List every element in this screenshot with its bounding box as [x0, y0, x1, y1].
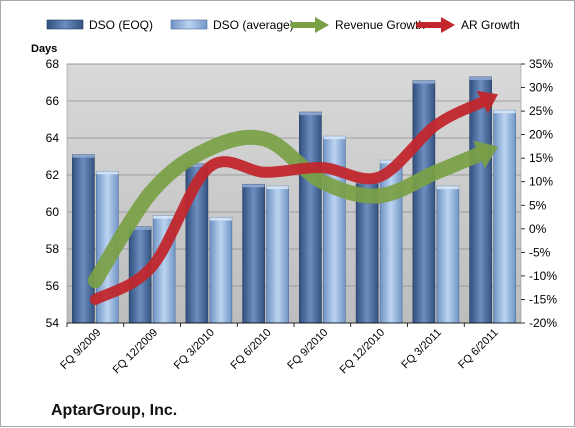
bar-top-highlight: [242, 184, 265, 188]
bar-dso-eoq: [412, 80, 436, 324]
y2-tick-label: 5%: [529, 198, 547, 212]
x-tick-label: FQ 3/2010: [172, 327, 217, 372]
bar-dso-average: [266, 185, 289, 324]
x-tick-label: FQ 9/2010: [285, 327, 330, 372]
bar-top-highlight: [185, 163, 208, 167]
y2-tick-label: -20%: [529, 316, 557, 330]
legend-label-ar-growth: AR Growth: [461, 18, 520, 32]
y-tick-label: 68: [46, 57, 60, 71]
bar-dso-eoq: [299, 111, 322, 324]
x-tick-label: FQ 3/2011: [399, 327, 444, 372]
legend-swatch-dso-average: [170, 19, 208, 30]
arrowhead-ar-growth: [476, 90, 498, 114]
bar-top-highlight: [72, 154, 95, 158]
bar-top-highlight: [469, 76, 492, 80]
bar-top-highlight: [153, 215, 176, 219]
bar-top-highlight: [266, 186, 289, 190]
y2-tick-label: -5%: [529, 245, 551, 259]
y2-tick-label: -10%: [529, 269, 557, 283]
y-tick-label: 56: [46, 279, 60, 293]
x-axis-ticks: FQ 9/2009 FQ 12/2009 FQ 3/2010 FQ 6/2010 FQ …: [58, 322, 521, 377]
bar-top-highlight: [323, 136, 346, 140]
bar-dso-eoq: [242, 183, 265, 324]
line-revenue-growth: [87, 129, 489, 289]
line-ar-growth: [89, 96, 489, 305]
x-tick-label: FQ 12/2009: [111, 327, 161, 377]
y2-tick-label: 15%: [529, 151, 553, 165]
bar-top-highlight: [299, 112, 322, 116]
x-tick-label: FQ 12/2010: [338, 327, 388, 377]
bar-top-highlight: [436, 186, 459, 190]
y-tick-label: 66: [46, 94, 60, 108]
y2-tick-label: 10%: [529, 175, 553, 189]
y-tick-label: 62: [46, 168, 60, 182]
y2-tick-label: 35%: [529, 57, 553, 71]
x-tick-label: FQ 9/2009: [58, 327, 103, 372]
legend: DSO (EOQ) DSO (average) Revenue Growth AR G…: [46, 17, 520, 33]
series-lines: [87, 90, 499, 305]
bar-top-highlight: [412, 80, 435, 84]
legend-arrow-ar-growth: [441, 17, 455, 33]
bar-dso-average: [209, 217, 233, 324]
y2-axis-ticks: -20% -15% -10% -5% 0% 5% 10% 15% 20% 25% 30% 35%: [521, 57, 557, 330]
bar-dso-average: [436, 185, 460, 324]
legend-label-dso-eoq: DSO (EOQ): [89, 18, 153, 32]
bar-top-highlight: [209, 217, 232, 221]
x-tick-label: FQ 6/2010: [229, 327, 274, 372]
y-axis-title: Days: [31, 43, 57, 55]
y2-tick-label: -15%: [529, 292, 557, 306]
y-axis-ticks: 54 56 58 60 62 64 66 68: [46, 57, 60, 330]
bar-top-highlight: [129, 226, 152, 230]
y-tick-label: 64: [46, 131, 60, 145]
y-tick-label: 54: [46, 316, 60, 330]
bar-dso-eoq: [469, 76, 492, 324]
y2-tick-label: 25%: [529, 104, 553, 118]
legend-swatch-dso-eoq: [46, 19, 84, 30]
y-tick-label: 58: [46, 242, 60, 256]
bar-top-highlight: [380, 160, 403, 164]
legend-arrow-revenue-growth: [315, 17, 329, 33]
x-tick-label: FQ 6/2011: [456, 327, 501, 372]
legend-label-revenue-growth: Revenue Growth: [335, 18, 425, 32]
legend-label-dso-average: DSO (average): [213, 18, 294, 32]
company-name: AptarGroup, Inc.: [51, 402, 177, 419]
bar-dso-average: [493, 109, 516, 324]
y-tick-label: 60: [46, 205, 60, 219]
y2-tick-label: 20%: [529, 128, 553, 142]
y2-tick-label: 0%: [529, 222, 547, 236]
bar-top-highlight: [96, 171, 119, 175]
bar-top-highlight: [493, 110, 516, 114]
arrowhead-revenue-growth: [473, 140, 499, 169]
y2-tick-label: 30%: [529, 81, 553, 95]
